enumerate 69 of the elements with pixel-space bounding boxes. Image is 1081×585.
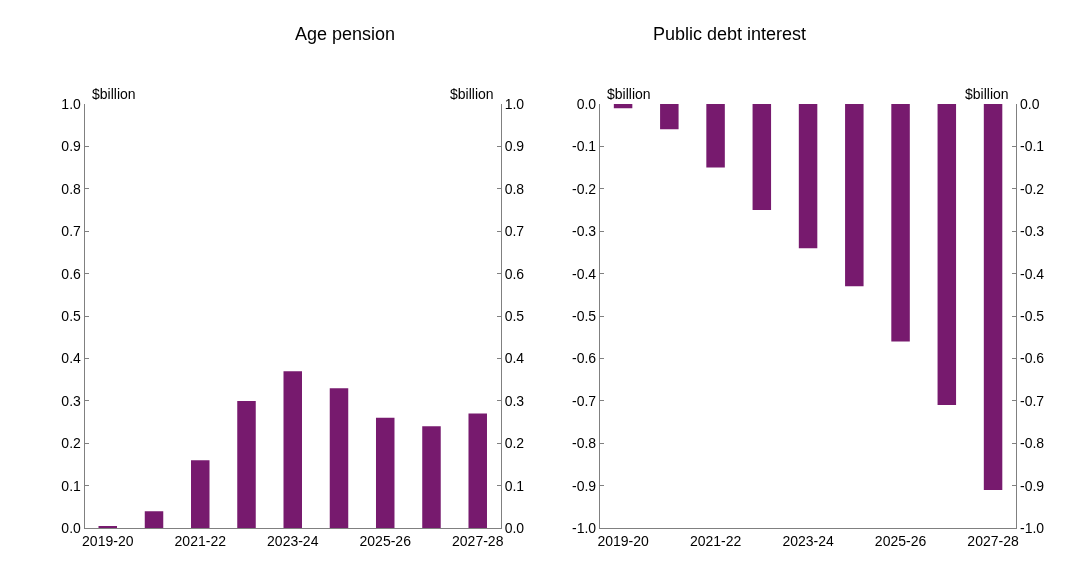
y2-tick-label: -0.5 — [1019, 307, 1045, 324]
y2-axis-title: $billion — [965, 86, 1009, 102]
y-tick-label: -0.8 — [572, 435, 597, 452]
x-tick-label: 2019-20 — [82, 532, 134, 549]
x-tick-label: 2023-24 — [267, 532, 319, 549]
y-tick-label: 0.7 — [61, 223, 82, 240]
y2-tick-label: 0.4 — [504, 350, 525, 367]
x-tick-label: 2021-22 — [174, 532, 227, 549]
x-tick-label: 2023-24 — [782, 532, 834, 549]
bar — [329, 388, 349, 529]
y-tick-label: -0.2 — [572, 180, 597, 197]
y-tick-label: 0.4 — [61, 350, 82, 367]
y2-tick-label: -0.7 — [1019, 392, 1045, 409]
y2-axis-title: $billion — [450, 86, 494, 102]
y-tick-label: 0.8 — [61, 180, 82, 197]
y-tick-label: -0.9 — [572, 477, 597, 494]
y-tick-label: -0.7 — [572, 392, 597, 409]
bar — [98, 526, 118, 529]
y-tick-label: 0.0 — [61, 520, 82, 537]
y2-tick-label: 0.2 — [504, 435, 525, 452]
bar — [237, 400, 256, 529]
y2-tick-label: -0.9 — [1019, 477, 1045, 494]
y-axis-title: $billion — [607, 86, 651, 102]
bar — [283, 371, 302, 529]
y-tick-label: 0.1 — [61, 477, 82, 494]
y2-tick-label: -1.0 — [1019, 520, 1045, 537]
bar — [191, 460, 210, 529]
bar — [468, 413, 487, 529]
y-tick-label: 0.3 — [61, 392, 82, 409]
y-tick-label: 0.0 — [576, 95, 597, 112]
x-tick-label: 2021-22 — [689, 532, 742, 549]
y2-tick-label: 0.0 — [504, 520, 525, 537]
y2-tick-label: 0.9 — [504, 138, 525, 155]
y-tick-label: 0.6 — [61, 265, 82, 282]
y-tick-label: -0.4 — [572, 265, 597, 282]
y2-tick-label: -0.3 — [1019, 223, 1045, 240]
y2-tick-label: 0.5 — [504, 307, 525, 324]
bar — [144, 511, 164, 529]
y-tick-label: -0.6 — [572, 350, 597, 367]
y-tick-label: 0.9 — [61, 138, 82, 155]
y2-tick-label: -0.8 — [1019, 435, 1045, 452]
y-tick-label: -1.0 — [572, 520, 597, 537]
y2-tick-label: -0.4 — [1019, 265, 1045, 282]
x-tick-label: 2019-20 — [597, 532, 649, 549]
x-tick-label: 2025-26 — [359, 532, 412, 549]
y2-tick-label: -0.6 — [1019, 350, 1045, 367]
y2-tick-label: 0.6 — [504, 265, 525, 282]
y-tick-label: -0.5 — [572, 307, 597, 324]
y2-tick-label: 0.8 — [504, 180, 525, 197]
y-tick-label: -0.3 — [572, 223, 597, 240]
x-tick-label: 2027-28 — [452, 532, 504, 549]
y2-tick-label: 0.1 — [504, 477, 525, 494]
y-tick-label: 0.2 — [61, 435, 82, 452]
chart-title: Age pension — [295, 24, 396, 44]
y2-tick-label: 0.3 — [504, 392, 525, 409]
chart-title: Public debt interest — [653, 24, 807, 44]
y2-tick-label: -0.2 — [1019, 180, 1045, 197]
y2-tick-label: 0.0 — [1019, 95, 1040, 112]
y-axis-title: $billion — [92, 86, 136, 102]
y2-tick-label: 0.7 — [504, 223, 525, 240]
y-tick-label: 1.0 — [61, 95, 82, 112]
bar — [422, 426, 441, 529]
y2-tick-label: -0.1 — [1019, 138, 1045, 155]
x-tick-label: 2027-28 — [967, 532, 1019, 549]
bar — [375, 417, 395, 529]
x-tick-label: 2025-26 — [874, 532, 927, 549]
y-tick-label: -0.1 — [572, 138, 597, 155]
y2-tick-label: 1.0 — [504, 95, 525, 112]
y-tick-label: 0.5 — [61, 307, 82, 324]
